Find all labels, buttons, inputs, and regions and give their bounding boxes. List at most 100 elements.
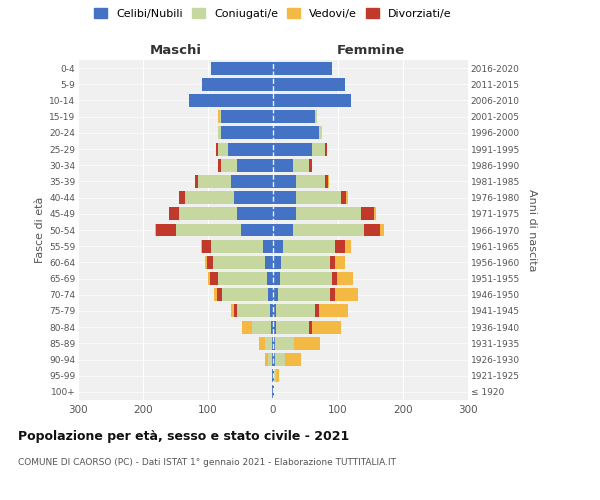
Bar: [234, 304, 237, 318]
Bar: [273, 126, 319, 140]
Bar: [198, 175, 231, 188]
Bar: [237, 304, 270, 318]
Bar: [309, 159, 312, 172]
Bar: [273, 191, 296, 204]
Bar: [201, 240, 202, 252]
Bar: [156, 224, 176, 236]
Bar: [271, 320, 273, 334]
Bar: [273, 353, 275, 366]
Bar: [335, 288, 358, 301]
Bar: [273, 110, 315, 123]
Bar: [315, 304, 319, 318]
Bar: [319, 304, 348, 318]
Bar: [218, 126, 221, 140]
Bar: [275, 353, 285, 366]
Text: Femmine: Femmine: [337, 44, 404, 57]
Bar: [335, 256, 344, 269]
Bar: [273, 142, 312, 156]
Bar: [319, 126, 322, 140]
Bar: [330, 288, 335, 301]
Bar: [205, 256, 206, 269]
Bar: [341, 191, 346, 204]
Bar: [296, 191, 341, 204]
Bar: [329, 256, 335, 269]
Bar: [218, 159, 221, 172]
Bar: [273, 369, 274, 382]
Bar: [218, 272, 266, 285]
Bar: [218, 142, 227, 156]
Bar: [285, 353, 301, 366]
Bar: [276, 320, 309, 334]
Bar: [273, 320, 276, 334]
Bar: [237, 208, 273, 220]
Bar: [202, 240, 211, 252]
Bar: [328, 175, 329, 188]
Bar: [273, 337, 275, 350]
Text: COMUNE DI CAORSO (PC) - Dati ISTAT 1° gennaio 2021 - Elaborazione TUTTITALIA.IT: COMUNE DI CAORSO (PC) - Dati ISTAT 1° ge…: [18, 458, 396, 467]
Bar: [312, 320, 341, 334]
Bar: [293, 224, 364, 236]
Bar: [266, 272, 273, 285]
Y-axis label: Anni di nascita: Anni di nascita: [527, 188, 536, 271]
Y-axis label: Fasce di età: Fasce di età: [35, 197, 45, 263]
Bar: [374, 208, 376, 220]
Bar: [272, 369, 273, 382]
Bar: [309, 320, 312, 334]
Bar: [273, 94, 351, 107]
Bar: [325, 175, 328, 188]
Bar: [218, 110, 220, 123]
Bar: [273, 208, 296, 220]
Bar: [275, 337, 295, 350]
Bar: [210, 272, 218, 285]
Bar: [195, 175, 198, 188]
Bar: [268, 288, 273, 301]
Bar: [237, 159, 273, 172]
Bar: [346, 191, 348, 204]
Bar: [265, 353, 268, 366]
Bar: [211, 240, 263, 252]
Bar: [278, 288, 330, 301]
Bar: [272, 353, 273, 366]
Bar: [283, 240, 335, 252]
Bar: [361, 208, 374, 220]
Bar: [265, 256, 273, 269]
Bar: [293, 159, 309, 172]
Bar: [325, 142, 327, 156]
Bar: [251, 320, 271, 334]
Bar: [234, 191, 273, 204]
Bar: [315, 110, 317, 123]
Bar: [220, 110, 221, 123]
Bar: [179, 208, 237, 220]
Bar: [270, 304, 273, 318]
Bar: [155, 224, 156, 236]
Bar: [331, 272, 337, 285]
Bar: [259, 337, 265, 350]
Bar: [217, 288, 223, 301]
Bar: [273, 256, 281, 269]
Bar: [273, 224, 293, 236]
Bar: [231, 304, 234, 318]
Bar: [206, 256, 213, 269]
Bar: [202, 78, 273, 91]
Bar: [273, 78, 344, 91]
Bar: [185, 191, 234, 204]
Bar: [296, 208, 361, 220]
Bar: [211, 62, 273, 74]
Bar: [272, 386, 273, 398]
Bar: [380, 224, 383, 236]
Bar: [273, 304, 276, 318]
Bar: [337, 272, 353, 285]
Bar: [312, 142, 325, 156]
Bar: [242, 320, 251, 334]
Bar: [276, 304, 315, 318]
Bar: [231, 175, 273, 188]
Bar: [227, 142, 273, 156]
Bar: [295, 337, 320, 350]
Bar: [274, 369, 275, 382]
Bar: [344, 240, 351, 252]
Bar: [176, 224, 241, 236]
Bar: [263, 240, 273, 252]
Text: Popolazione per età, sesso e stato civile - 2021: Popolazione per età, sesso e stato civil…: [18, 430, 349, 443]
Bar: [364, 224, 380, 236]
Bar: [272, 337, 273, 350]
